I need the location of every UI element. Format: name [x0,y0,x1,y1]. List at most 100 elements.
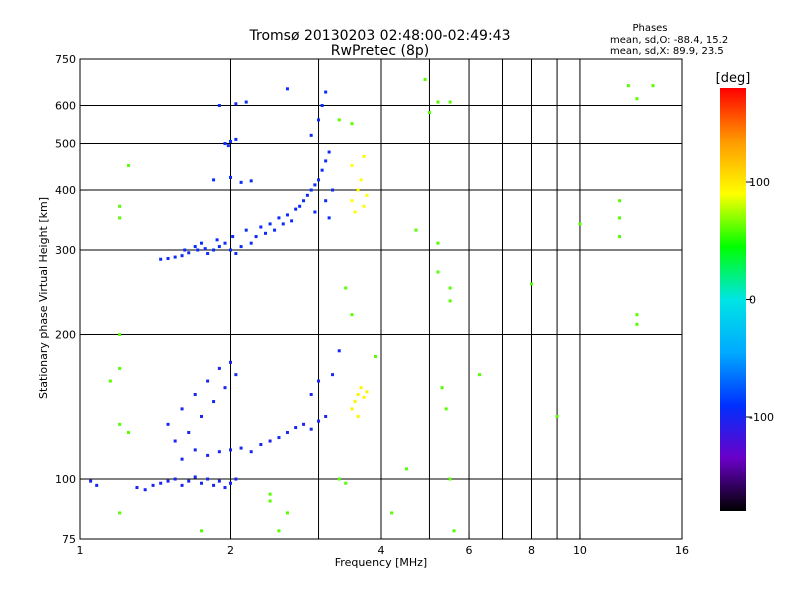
echo-point [126,431,130,435]
echo-point [206,252,210,256]
echo-point [217,104,221,108]
echo-point [555,414,559,418]
echo-point [290,219,294,223]
echo-point [277,216,281,220]
x-tick-label: 4 [378,544,385,557]
echo-point [180,483,184,487]
echo-point [356,188,360,192]
echo-point [309,188,313,192]
colorbar [720,88,746,511]
echo-point [618,235,622,239]
echo-point [173,255,177,259]
echo-point [324,414,328,418]
echo-point [223,241,227,245]
echo-point [423,77,427,81]
echo-point [344,481,348,485]
echo-point [298,204,302,208]
echo-point [427,111,431,115]
echo-point [324,159,328,163]
echo-point [212,178,216,182]
echo-point [374,354,378,358]
echo-point [448,299,452,303]
echo-point [302,199,306,203]
echo-point [635,322,639,326]
colorbar-label: [deg] [716,71,751,86]
echo-point [187,479,191,483]
echo-point [159,481,163,485]
echo-point [405,467,409,471]
echo-point [212,483,216,487]
echo-point [440,386,444,390]
stats-heading: Phases [632,23,667,34]
echo-point [317,419,321,423]
stats-o-mode: mean, sd,O: -88.4, 15.2 [610,35,728,46]
echo-point [344,286,348,290]
echo-point [180,457,184,461]
y-axis-label: Stationary phase Virtual Height [km] [37,197,50,399]
echo-point [268,499,272,503]
echo-point [365,193,369,197]
echo-point [118,422,122,426]
echo-point [200,481,204,485]
y-tick-label: 200 [55,329,76,342]
echo-point [353,210,357,214]
echo-point [530,282,533,286]
echo-point [159,257,163,261]
echo-point [206,379,210,383]
echo-point [223,386,227,390]
echo-point [350,407,354,411]
echo-point [193,475,197,479]
echo-point [268,492,272,496]
echo-point [135,486,139,490]
echo-point [196,248,200,252]
echo-point [268,439,272,443]
echo-point [203,247,207,251]
echo-point [180,407,184,411]
echo-point [200,414,204,418]
echo-point [166,257,170,261]
echo-point [166,479,170,483]
echo-point [118,204,122,208]
echo-point [229,360,232,364]
echo-point [356,393,360,397]
echo-point [356,414,360,418]
echo-point [183,248,187,252]
echo-point [234,252,238,256]
echo-point [234,102,238,106]
echo-point [309,393,313,397]
echo-point [212,400,216,404]
echo-point [285,431,289,435]
echo-point [229,481,232,485]
x-tick-label: 10 [573,544,587,557]
echo-point [365,390,369,394]
echo-point [259,443,263,447]
echo-point [436,270,440,274]
echo-point [353,400,357,404]
echo-point [578,222,582,226]
y-tick-label: 750 [55,53,76,66]
echo-point [95,483,99,487]
echo-point [350,313,354,317]
echo-point [118,511,122,515]
echo-point [217,479,221,483]
echo-point [320,104,324,108]
echo-point [173,477,177,481]
echo-point [173,439,177,443]
echo-point [618,216,622,220]
echo-point [212,248,216,252]
echo-point [448,477,452,481]
echo-point [143,488,147,492]
x-tick-label: 1 [77,544,84,557]
echo-point [226,144,230,148]
echo-point [390,511,394,515]
echo-point [200,241,204,245]
echo-point [193,393,197,397]
echo-point [294,207,298,211]
y-axis-ticks: 75 100 200 300 400 500 600 750 [55,53,86,546]
echo-point [337,349,341,353]
echo-point [234,373,238,377]
echo-point [362,154,366,158]
echo-point [259,225,263,229]
echo-point [231,235,235,239]
